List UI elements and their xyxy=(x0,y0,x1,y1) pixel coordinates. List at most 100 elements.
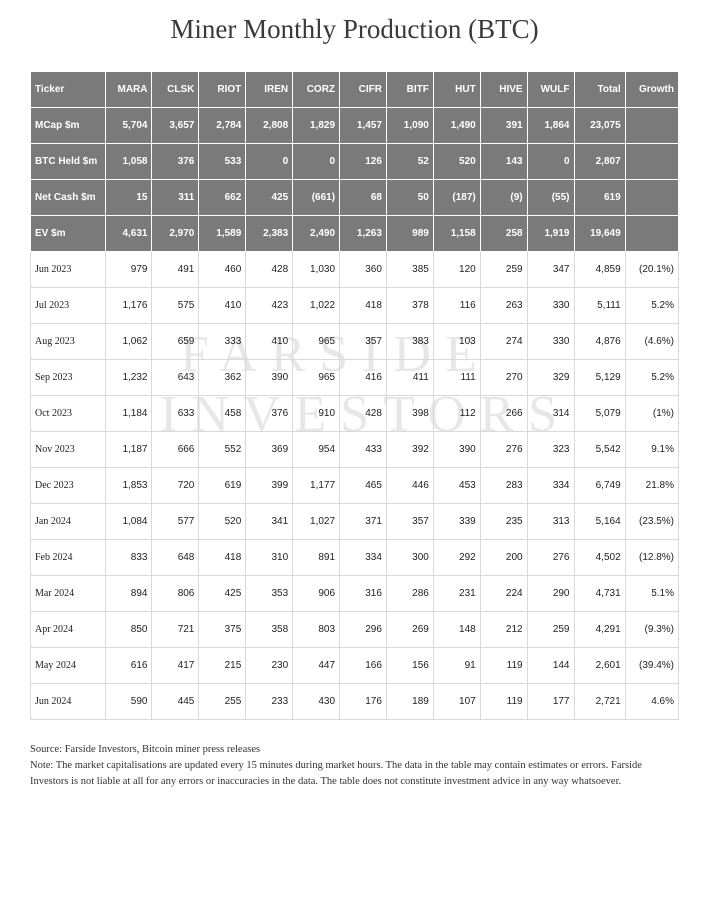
cell: 390 xyxy=(433,432,480,468)
cell: 311 xyxy=(152,180,199,216)
cell: 5,129 xyxy=(574,360,625,396)
cell: 52 xyxy=(386,144,433,180)
cell: 666 xyxy=(152,432,199,468)
column-header: Total xyxy=(574,72,625,108)
cell: 23,075 xyxy=(574,108,625,144)
cell: 1,158 xyxy=(433,216,480,252)
cell: 112 xyxy=(433,396,480,432)
cell: (661) xyxy=(293,180,340,216)
column-header: HUT xyxy=(433,72,480,108)
footer-note: Note: The market capitalisations are upd… xyxy=(30,758,679,790)
cell: 50 xyxy=(386,180,433,216)
cell: (23.5%) xyxy=(625,504,678,540)
cell: 965 xyxy=(293,324,340,360)
cell: 1,853 xyxy=(105,468,152,504)
table-row: EV $m4,6312,9701,5892,3832,4901,2639891,… xyxy=(31,216,679,252)
cell: 910 xyxy=(293,396,340,432)
column-header: Ticker xyxy=(31,72,106,108)
cell: 5,164 xyxy=(574,504,625,540)
cell: 2,807 xyxy=(574,144,625,180)
cell: 176 xyxy=(340,684,387,720)
cell: 258 xyxy=(480,216,527,252)
cell: 212 xyxy=(480,612,527,648)
column-header: IREN xyxy=(246,72,293,108)
cell: 357 xyxy=(386,504,433,540)
table-row: Aug 20231,062659333410965357383103274330… xyxy=(31,324,679,360)
cell: 411 xyxy=(386,360,433,396)
cell: 329 xyxy=(527,360,574,396)
cell: 1,232 xyxy=(105,360,152,396)
cell: 1,263 xyxy=(340,216,387,252)
cell: 334 xyxy=(527,468,574,504)
table-header-row: TickerMARACLSKRIOTIRENCORZCIFRBITFHUTHIV… xyxy=(31,72,679,108)
cell: 446 xyxy=(386,468,433,504)
cell xyxy=(625,108,678,144)
table-row: Oct 20231,184633458376910428398112266314… xyxy=(31,396,679,432)
cell: 533 xyxy=(199,144,246,180)
cell: 255 xyxy=(199,684,246,720)
cell: 520 xyxy=(433,144,480,180)
cell: 376 xyxy=(152,144,199,180)
cell: 358 xyxy=(246,612,293,648)
cell: 5,079 xyxy=(574,396,625,432)
cell: 91 xyxy=(433,648,480,684)
cell: 425 xyxy=(246,180,293,216)
cell: 283 xyxy=(480,468,527,504)
cell: 428 xyxy=(340,396,387,432)
cell xyxy=(625,144,678,180)
cell: 369 xyxy=(246,432,293,468)
cell: 235 xyxy=(480,504,527,540)
page-title: Miner Monthly Production (BTC) xyxy=(30,14,679,45)
cell: 334 xyxy=(340,540,387,576)
cell: 643 xyxy=(152,360,199,396)
cell: 520 xyxy=(199,504,246,540)
cell: 259 xyxy=(527,612,574,648)
cell: 428 xyxy=(246,252,293,288)
cell: 458 xyxy=(199,396,246,432)
row-label: Apr 2024 xyxy=(31,612,106,648)
cell: 850 xyxy=(105,612,152,648)
cell: 2,383 xyxy=(246,216,293,252)
cell: 2,808 xyxy=(246,108,293,144)
cell: 177 xyxy=(527,684,574,720)
cell: 425 xyxy=(199,576,246,612)
cell: 433 xyxy=(340,432,387,468)
cell: 1,062 xyxy=(105,324,152,360)
cell: 894 xyxy=(105,576,152,612)
cell: 891 xyxy=(293,540,340,576)
column-header: CIFR xyxy=(340,72,387,108)
production-table: TickerMARACLSKRIOTIRENCORZCIFRBITFHUTHIV… xyxy=(30,71,679,720)
cell: 323 xyxy=(527,432,574,468)
cell: 144 xyxy=(527,648,574,684)
cell: 954 xyxy=(293,432,340,468)
cell: 383 xyxy=(386,324,433,360)
cell: (39.4%) xyxy=(625,648,678,684)
cell: 276 xyxy=(527,540,574,576)
cell xyxy=(625,216,678,252)
row-label: Feb 2024 xyxy=(31,540,106,576)
cell: (4.6%) xyxy=(625,324,678,360)
row-label: May 2024 xyxy=(31,648,106,684)
cell: 385 xyxy=(386,252,433,288)
cell: 4,859 xyxy=(574,252,625,288)
cell: 215 xyxy=(199,648,246,684)
cell: 353 xyxy=(246,576,293,612)
cell: 1,058 xyxy=(105,144,152,180)
cell: 965 xyxy=(293,360,340,396)
cell: 5.2% xyxy=(625,288,678,324)
cell: 371 xyxy=(340,504,387,540)
cell: 392 xyxy=(386,432,433,468)
cell: 0 xyxy=(527,144,574,180)
cell: 1,187 xyxy=(105,432,152,468)
cell: 310 xyxy=(246,540,293,576)
cell: 148 xyxy=(433,612,480,648)
cell: 376 xyxy=(246,396,293,432)
row-label: Sep 2023 xyxy=(31,360,106,396)
cell: 430 xyxy=(293,684,340,720)
cell: 659 xyxy=(152,324,199,360)
cell: 316 xyxy=(340,576,387,612)
cell: 4,731 xyxy=(574,576,625,612)
cell: 126 xyxy=(340,144,387,180)
row-label: Nov 2023 xyxy=(31,432,106,468)
cell: 1,490 xyxy=(433,108,480,144)
